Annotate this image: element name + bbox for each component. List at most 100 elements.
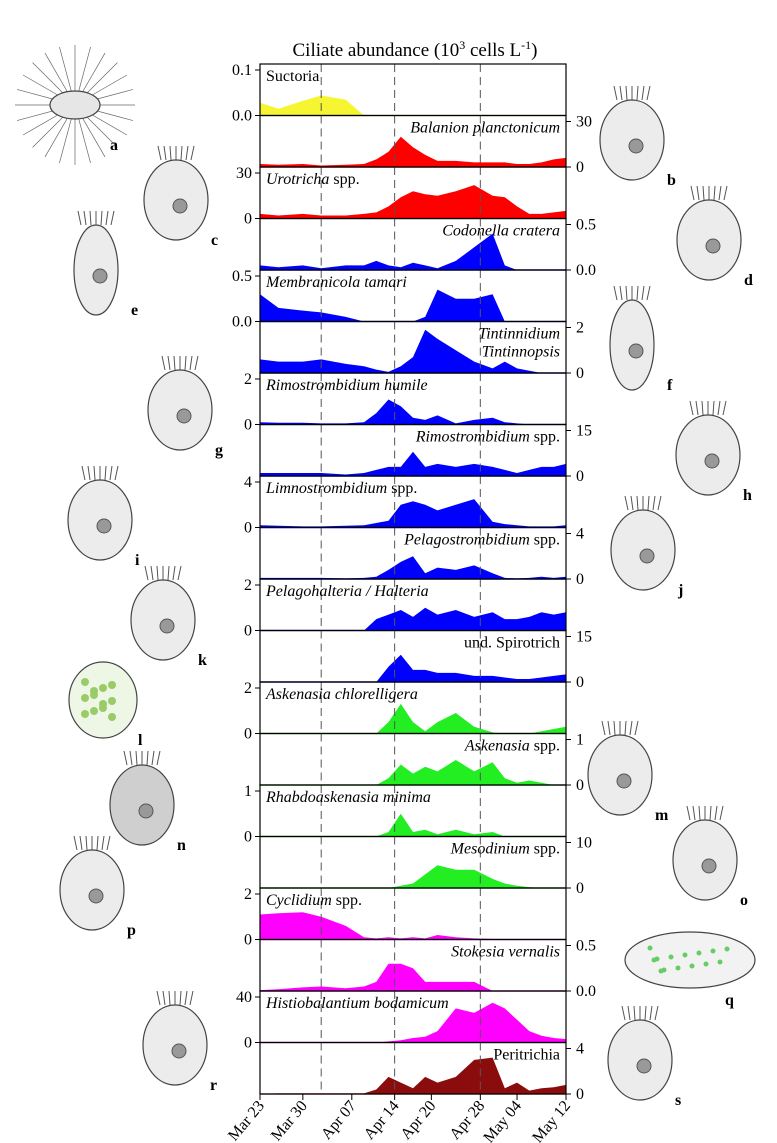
y-tick-label: 15 — [576, 629, 592, 646]
panel-label: Cyclidium spp. — [266, 892, 362, 909]
organism-l: l — [68, 661, 143, 749]
cilia-line — [646, 85, 651, 101]
symbiont-dot — [724, 946, 730, 952]
organism-j: j — [610, 495, 683, 599]
cilia-line — [649, 1005, 653, 1021]
panel-1: 30 0 Balanion planctonicum — [259, 114, 592, 176]
cilia-line — [692, 805, 696, 821]
cilia-line — [633, 1005, 636, 1021]
cilia-line — [156, 990, 161, 1006]
cilia-line — [641, 285, 645, 301]
panel-label: Peritrichia — [493, 1047, 560, 1064]
area-series — [260, 556, 566, 579]
organism-g: g — [147, 355, 223, 459]
organism-label: e — [131, 302, 138, 319]
y-tick-label: 0 — [244, 211, 252, 228]
y-tick-label: 0.1 — [232, 62, 252, 79]
area-series — [260, 95, 566, 116]
symbiont-dot — [108, 697, 116, 705]
cilia-line — [146, 750, 149, 766]
cilia-line — [689, 400, 694, 416]
cilia-line — [630, 495, 634, 511]
nucleus — [628, 138, 644, 154]
organism-q: q — [624, 931, 756, 1009]
symbiont-dot — [682, 952, 688, 958]
symbiont-dot — [99, 684, 107, 692]
y-tick-label: 0.5 — [576, 938, 596, 955]
panel-label: Askenasia chlorelligera — [265, 686, 418, 703]
cilia-line — [161, 355, 166, 371]
cilia-line — [718, 185, 722, 201]
area-series — [260, 963, 566, 991]
organism-h: h — [675, 400, 752, 504]
organism-i: i — [67, 465, 140, 569]
panel-label: Stokesia vernalis — [451, 944, 560, 961]
cilia-line — [104, 465, 107, 481]
cilia-line — [101, 835, 105, 851]
symbiont-dot — [651, 957, 657, 963]
y-tick-label: 0 — [244, 623, 252, 640]
y-tick-label: 0 — [576, 468, 584, 485]
area-series — [260, 451, 566, 476]
y-tick-label: 2 — [244, 886, 252, 903]
symbiont-dot — [99, 700, 107, 708]
cilia-line — [150, 565, 154, 581]
panel-label: Balanion planctonicum — [410, 120, 560, 137]
symbiont-dot — [710, 948, 716, 954]
y-tick-label: 10 — [576, 835, 592, 852]
symbiont-dot — [81, 710, 89, 718]
y-tick-label: 4 — [244, 474, 252, 491]
y-tick-label: 0.0 — [576, 262, 596, 279]
cilia-line — [641, 85, 645, 101]
cilia-line — [114, 465, 119, 481]
nucleus — [701, 858, 717, 874]
panel-label: Membranicola tamari — [265, 274, 407, 291]
cilia-line — [646, 285, 651, 301]
y-tick-label: 0 — [244, 932, 252, 949]
symbiont-dot — [90, 687, 98, 695]
cilia-line — [619, 85, 623, 101]
organism-d: d — [676, 185, 753, 289]
cilia-line — [619, 285, 623, 301]
panel-label: Urotricha spp. — [266, 171, 360, 188]
cilia-line — [189, 355, 193, 371]
cilia-line — [607, 720, 611, 736]
cilia-line — [184, 355, 187, 371]
symbiont-dot — [689, 963, 695, 969]
cilia-line — [698, 805, 701, 821]
y-tick-label: 0 — [244, 1035, 252, 1052]
organism-p: p — [59, 835, 136, 939]
organism-n: n — [109, 750, 186, 854]
cilia-line — [179, 990, 182, 1006]
nucleus — [636, 1058, 652, 1074]
organism-label: a — [110, 137, 118, 154]
cilia-line — [110, 210, 115, 226]
cilia-line — [190, 145, 195, 161]
organism-label: j — [677, 582, 683, 599]
area-series — [260, 912, 566, 940]
organism-label: i — [135, 552, 140, 569]
y-tick-label: 0.0 — [232, 108, 252, 125]
organism-a: a — [15, 45, 135, 165]
panel-label: Rimostrombidium humile — [265, 377, 428, 394]
panel-label: Askenasia spp. — [464, 738, 560, 755]
cilia-line — [185, 145, 189, 161]
cilia-line — [686, 805, 691, 821]
cilia-line — [83, 210, 87, 226]
organism-m: m — [587, 720, 669, 824]
x-tick-label: May 04 — [480, 1098, 525, 1143]
symbiont-dot — [668, 954, 674, 960]
cilia-line — [79, 835, 83, 851]
cilia-line — [151, 750, 155, 766]
nucleus — [704, 453, 720, 469]
nucleus — [159, 618, 175, 634]
panel-label: Tintinnopsis — [482, 344, 560, 361]
cilia-line — [723, 185, 728, 201]
nucleus — [171, 1043, 187, 1059]
y-tick-label: 2 — [576, 320, 584, 337]
y-tick-label: 40 — [236, 989, 252, 1006]
cilia-line — [624, 495, 629, 511]
nucleus — [616, 773, 632, 789]
